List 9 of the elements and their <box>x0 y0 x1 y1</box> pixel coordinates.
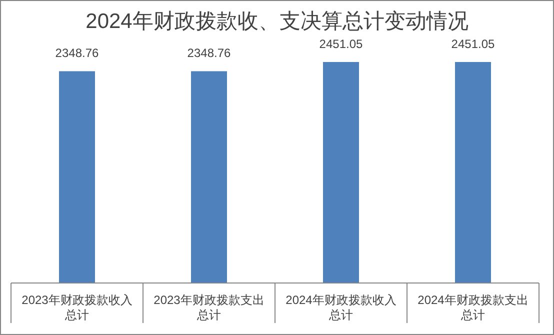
x-tick-label: 2024年财政拨款支出总计 <box>418 293 528 322</box>
title: 2024年财政拨款收、支决算总计变动情况 <box>86 10 468 33</box>
x-tick-label: 2023年财政拨款收入总计 <box>22 293 132 322</box>
data-label: 2348.76 <box>55 46 100 60</box>
data-label: 2451.05 <box>451 37 496 51</box>
data-label: 2451.05 <box>319 37 364 51</box>
x-tick-label: 2024年财政拨款收入总计 <box>286 293 396 322</box>
data-label: 2348.76 <box>187 46 232 60</box>
x-tick-label: 2023年财政拨款支出总计 <box>154 293 264 322</box>
